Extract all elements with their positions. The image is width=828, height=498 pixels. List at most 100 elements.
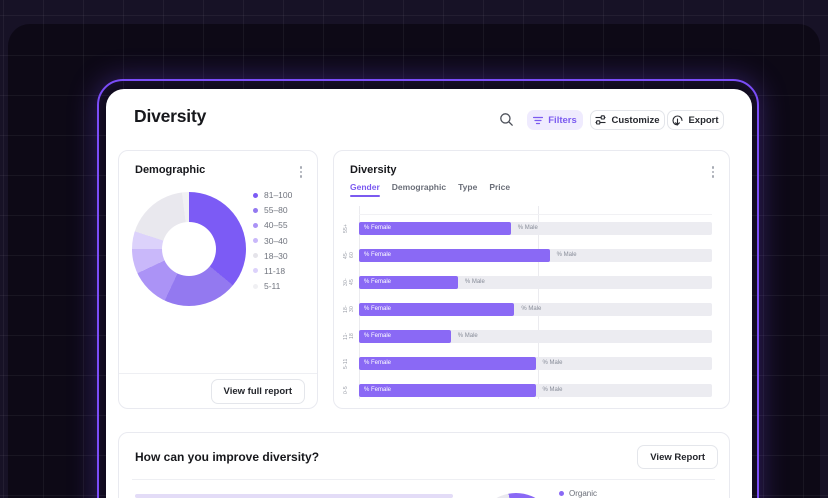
view-full-report-button[interactable]: View full report: [210, 379, 305, 404]
partial-bar: [135, 494, 453, 498]
male-label: % Male: [556, 252, 577, 258]
legend-dot: [253, 238, 258, 244]
customize-icon: [595, 115, 606, 125]
bar-group-label: 11-18: [343, 332, 355, 341]
legend-item: 18–30: [253, 251, 292, 261]
bar-male-track: % Female % Male: [359, 249, 712, 262]
legend-item: 11-18: [253, 266, 292, 276]
bar-row: 18-30 % Female % Male: [343, 303, 712, 316]
legend-dot: [559, 491, 564, 496]
tab[interactable]: Gender: [350, 182, 380, 197]
legend-item: 30–40: [253, 236, 292, 246]
male-label: % Male: [517, 225, 538, 231]
organic-legend-label: Organic: [569, 489, 598, 498]
legend-dot: [253, 222, 258, 228]
legend-item: 55–80: [253, 205, 292, 215]
bar-row: 5-11 % Female % Male: [343, 357, 712, 370]
organic-pie-chart: [476, 493, 556, 498]
bar-female-segment: % Female: [359, 303, 515, 316]
filters-button[interactable]: Filters: [527, 110, 583, 130]
bar-female-segment: % Female: [359, 222, 511, 235]
demographic-card-title: Demographic: [135, 164, 206, 176]
bar-male-track: % Female % Male: [359, 357, 712, 370]
view-report-button[interactable]: View Report: [637, 445, 718, 469]
bar-female-segment: % Female: [359, 249, 550, 262]
page-title: Diversity: [134, 106, 207, 126]
legend-dot: [253, 192, 258, 198]
legend-label: 30–40: [264, 235, 288, 246]
legend-label: 81–100: [264, 190, 293, 200]
male-label: % Male: [457, 333, 478, 339]
bar-row: 11-18 % Female % Male: [343, 330, 712, 343]
diversity-card-title: Diversity: [350, 164, 397, 176]
bar-group-label: 55+: [343, 223, 349, 234]
customize-button-label: Customize: [611, 114, 660, 126]
divider: [132, 479, 715, 480]
bar-male-track: % Female % Male: [359, 222, 712, 235]
legend-dot: [253, 253, 258, 259]
legend-label: 11-18: [264, 265, 286, 276]
bar-group-label: 30-45: [343, 278, 355, 287]
bar-male-track: % Female % Male: [359, 384, 712, 397]
gender-bar-chart: 55+ % Female % Male 45-60 % Female: [343, 206, 712, 399]
tab[interactable]: Price: [489, 182, 510, 197]
organic-legend-item: Organic: [559, 489, 597, 498]
bar-male-track: % Female % Male: [359, 303, 712, 316]
filters-button-label: Filters: [548, 114, 577, 126]
search-icon[interactable]: [499, 112, 514, 127]
bar-female-segment: % Female: [359, 276, 458, 289]
divider: [119, 373, 317, 374]
bar-group-label: 18-30: [343, 305, 355, 314]
export-button[interactable]: Export: [667, 110, 724, 130]
export-button-label: Export: [688, 114, 719, 126]
legend-item: 81–100: [253, 190, 292, 200]
bar-female-segment: % Female: [359, 330, 451, 343]
female-label: % Female: [364, 279, 392, 285]
legend-dot: [253, 207, 258, 213]
bar-group-label: 0-5: [343, 386, 349, 395]
tab[interactable]: Demographic: [392, 182, 446, 197]
improve-diversity-card: How can you improve diversity? View Repo…: [118, 432, 730, 498]
dashboard-card: Diversity Filters: [106, 89, 752, 498]
kebab-menu-icon[interactable]: [298, 164, 305, 180]
legend-label: 18–30: [264, 250, 288, 261]
bar-male-track: % Female % Male: [359, 330, 712, 343]
female-label: % Female: [364, 225, 392, 231]
male-label: % Male: [542, 387, 563, 393]
kebab-menu-icon[interactable]: [710, 164, 717, 180]
diversity-tabs: Gender Demographic Type Price: [350, 182, 510, 197]
legend-dot: [253, 268, 258, 274]
gridline-top: [359, 214, 712, 215]
bar-male-track: % Female % Male: [359, 276, 712, 289]
demographic-card: Demographic 81–100 55–80 40–55: [118, 150, 318, 409]
dashboard-glow-border: [97, 79, 759, 498]
gridline-0: [359, 206, 360, 399]
bar-group-label: 45-60: [343, 251, 355, 260]
filter-icon: [533, 116, 544, 125]
bar-group-label: 5-11: [343, 358, 349, 369]
female-label: % Female: [364, 333, 392, 339]
legend-item: 40–55: [253, 220, 292, 230]
legend-item: 5-11: [253, 281, 292, 291]
female-label: % Female: [364, 252, 392, 258]
demographic-legend: 81–100 55–80 40–55 30–40 18–30: [253, 190, 292, 291]
improve-card-title: How can you improve diversity?: [135, 450, 320, 464]
donut-hole: [162, 222, 216, 276]
legend-label: 5-11: [264, 281, 281, 292]
female-label: % Female: [364, 306, 392, 312]
male-label: % Male: [542, 360, 563, 366]
tab[interactable]: Type: [458, 182, 477, 197]
diversity-card: Diversity Gender Demographic Type Price 55+…: [333, 150, 730, 409]
male-label: % Male: [464, 279, 485, 285]
customize-button[interactable]: Customize: [590, 110, 665, 130]
export-download-icon: [672, 114, 684, 126]
gridline-50: [538, 206, 540, 399]
legend-dot: [253, 283, 258, 289]
bar-row: 55+ % Female % Male: [343, 222, 712, 235]
bar-female-segment: % Female: [359, 384, 536, 397]
female-label: % Female: [364, 360, 392, 366]
legend-label: 55–80: [264, 205, 288, 216]
bar-row: 30-45 % Female % Male: [343, 276, 712, 289]
bar-row: 45-60 % Female % Male: [343, 249, 712, 262]
